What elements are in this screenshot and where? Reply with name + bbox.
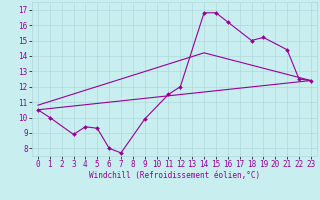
X-axis label: Windchill (Refroidissement éolien,°C): Windchill (Refroidissement éolien,°C) — [89, 171, 260, 180]
